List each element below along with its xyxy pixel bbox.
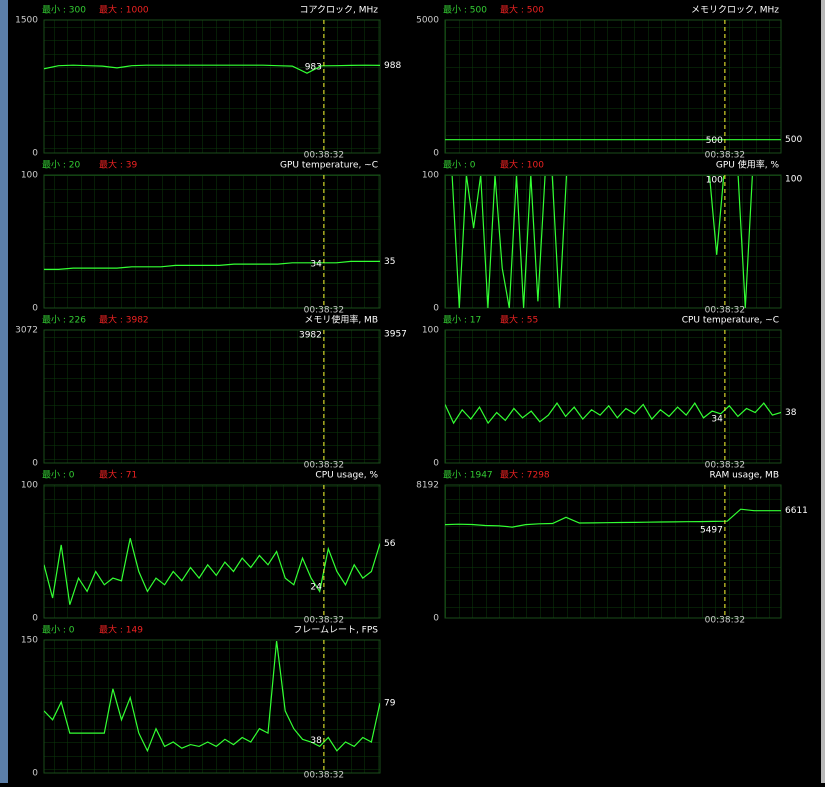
- cursor-time: 00:38:32: [304, 616, 344, 626]
- cursor-value: 5497: [700, 525, 723, 535]
- current-value: 38: [785, 408, 797, 418]
- panel-title: RAM usage, MB: [710, 471, 780, 481]
- cursor-value: 100: [706, 176, 723, 186]
- y-tick-label: 150: [21, 636, 38, 646]
- max-label: 最大 : 39: [99, 159, 137, 171]
- y-tick-label: 0: [32, 614, 38, 624]
- min-label: 最小 : 0: [443, 160, 476, 171]
- y-tick-label: 0: [32, 459, 38, 469]
- plot-area: [43, 639, 381, 774]
- cursor-time: 00:38:32: [304, 461, 344, 471]
- y-tick-label: 0: [433, 304, 439, 314]
- y-tick-label: 0: [32, 769, 38, 779]
- plot-area: [444, 484, 782, 619]
- y-tick-label: 100: [422, 171, 439, 181]
- current-value: 35: [384, 257, 395, 267]
- min-label: 最小 : 0: [42, 470, 75, 481]
- y-tick-label: 0: [433, 459, 439, 469]
- y-tick-label: 0: [32, 149, 38, 159]
- cursor-time: 00:38:32: [705, 616, 745, 626]
- cursor-value: 38: [310, 736, 322, 746]
- y-tick-label: 5000: [416, 16, 439, 26]
- min-label: 最小 : 1947: [443, 470, 493, 481]
- data-line: [451, 176, 753, 309]
- y-tick-label: 100: [21, 481, 38, 491]
- panel-title: メモリ使用率, MB: [304, 314, 378, 326]
- y-tick-label: 0: [433, 614, 439, 624]
- max-label: 最大 : 3982: [99, 314, 149, 326]
- cursor-value: 24: [310, 583, 322, 593]
- cursor-time: 00:38:32: [304, 306, 344, 316]
- max-label: 最大 : 55: [500, 314, 538, 326]
- panel-title: CPU usage, %: [315, 471, 378, 481]
- cursor-time: 00:38:32: [705, 151, 745, 161]
- min-label: 最小 : 300: [42, 5, 86, 16]
- max-label: 最大 : 71: [99, 469, 137, 481]
- plot-area: [43, 19, 381, 154]
- y-tick-label: 0: [32, 304, 38, 314]
- cursor-value: 983: [305, 62, 322, 72]
- cursor-value: 500: [706, 136, 723, 146]
- panel-title: GPU 使用率, %: [716, 159, 780, 171]
- cursor-time: 00:38:32: [304, 151, 344, 161]
- min-label: 最小 : 226: [42, 315, 86, 326]
- plot-area: [444, 174, 782, 309]
- current-value: 988: [384, 61, 401, 71]
- panel-title: GPU temperature, ~C: [280, 161, 378, 171]
- plot-area: [43, 329, 381, 464]
- y-tick-label: 100: [21, 171, 38, 181]
- max-label: 最大 : 500: [500, 4, 544, 16]
- current-value: 3957: [384, 330, 407, 340]
- plot-area: [444, 19, 782, 154]
- cursor-time: 00:38:32: [705, 461, 745, 471]
- window-frame-left: [0, 0, 8, 783]
- max-label: 最大 : 1000: [99, 4, 149, 16]
- panel-title: コアクロック, MHz: [299, 5, 378, 16]
- window-frame-right: [821, 0, 825, 783]
- y-tick-label: 1500: [15, 16, 38, 26]
- y-tick-label: 0: [433, 149, 439, 159]
- panel-title: メモリクロック, MHz: [691, 5, 779, 16]
- current-value: 79: [384, 698, 396, 708]
- min-label: 最小 : 0: [42, 625, 75, 636]
- current-value: 100: [785, 175, 802, 185]
- plot-area: [444, 329, 782, 464]
- min-label: 最小 : 17: [443, 315, 481, 326]
- plot-area: [43, 174, 381, 309]
- current-value: 56: [384, 539, 396, 549]
- cursor-value: 34: [711, 414, 723, 424]
- cursor-value: 34: [310, 259, 322, 269]
- min-label: 最小 : 500: [443, 5, 487, 16]
- current-value: 6611: [785, 506, 808, 516]
- max-label: 最大 : 149: [99, 624, 143, 636]
- cursor-time: 00:38:32: [705, 306, 745, 316]
- panel-title: CPU temperature, ~C: [682, 316, 779, 326]
- cursor-time: 00:38:32: [304, 771, 344, 781]
- max-label: 最大 : 7298: [500, 469, 550, 481]
- cursor-value: 3982: [299, 331, 322, 341]
- y-tick-label: 100: [422, 326, 439, 336]
- y-tick-label: 3072: [15, 326, 38, 336]
- y-tick-label: 8192: [416, 481, 439, 491]
- panel-title: フレームレート, FPS: [293, 625, 378, 636]
- max-label: 最大 : 100: [500, 159, 544, 171]
- min-label: 最小 : 20: [42, 160, 80, 171]
- current-value: 500: [785, 135, 802, 145]
